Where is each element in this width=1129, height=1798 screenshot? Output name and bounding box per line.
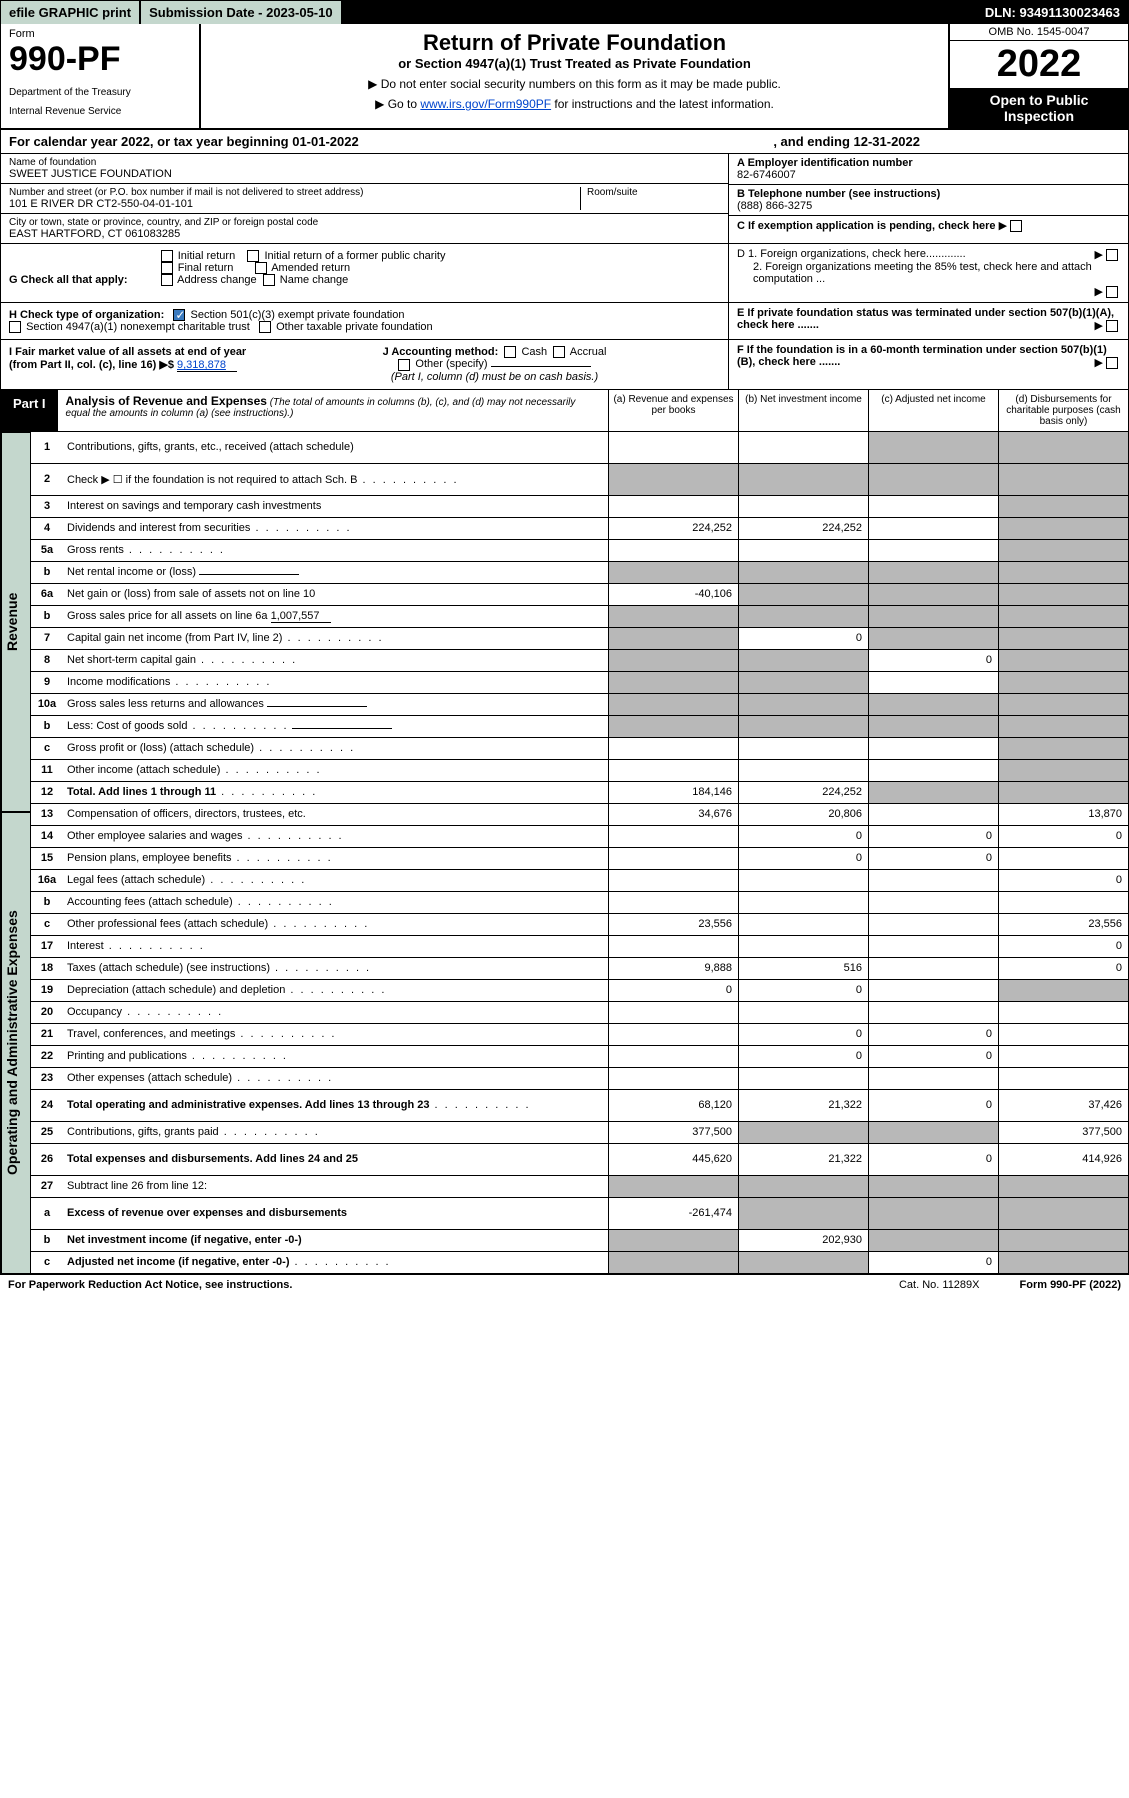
table-row: cGross profit or (loss) (attach schedule…	[31, 738, 1128, 760]
table-row: 27Subtract line 26 from line 12:	[31, 1176, 1128, 1198]
col-b-header: (b) Net investment income	[738, 390, 868, 431]
amended-return-checkbox[interactable]	[255, 262, 267, 274]
address-change-checkbox[interactable]	[161, 274, 173, 286]
open-inspection: Open to Public Inspection	[950, 88, 1128, 128]
dept-label: Department of the Treasury	[9, 87, 191, 98]
form-label: Form	[9, 28, 191, 40]
expenses-label: Operating and Administrative Expenses	[1, 812, 31, 1274]
ein-value: 82-6746007	[737, 169, 796, 181]
city-value: EAST HARTFORD, CT 061083285	[9, 228, 720, 240]
part1-header: Part I Analysis of Revenue and Expenses …	[1, 390, 1128, 432]
table-row: 23Other expenses (attach schedule)	[31, 1068, 1128, 1090]
cash-checkbox[interactable]	[504, 346, 516, 358]
phone-value: (888) 866-3275	[737, 200, 812, 212]
other-taxable-checkbox[interactable]	[259, 321, 271, 333]
table-row: aExcess of revenue over expenses and dis…	[31, 1198, 1128, 1230]
table-row: bNet investment income (if negative, ent…	[31, 1230, 1128, 1252]
note-2: ▶ Go to www.irs.gov/Form990PF for instru…	[207, 97, 942, 111]
top-bar: efile GRAPHIC print Submission Date - 20…	[1, 1, 1128, 24]
identification-block: Name of foundation SWEET JUSTICE FOUNDAT…	[1, 154, 1128, 244]
table-row: 14Other employee salaries and wages000	[31, 826, 1128, 848]
ein-label: A Employer identification number	[737, 157, 913, 169]
address: 101 E RIVER DR CT2-550-04-01-101	[9, 198, 580, 210]
col-d-header: (d) Disbursements for charitable purpose…	[998, 390, 1128, 431]
table-row: 3Interest on savings and temporary cash …	[31, 496, 1128, 518]
table-row: 10aGross sales less returns and allowanc…	[31, 694, 1128, 716]
accrual-checkbox[interactable]	[553, 346, 565, 358]
table-row: 15Pension plans, employee benefits00	[31, 848, 1128, 870]
table-row: 2Check ▶ ☐ if the foundation is not requ…	[31, 464, 1128, 496]
table-row: bAccounting fees (attach schedule)	[31, 892, 1128, 914]
page-footer: For Paperwork Reduction Act Notice, see …	[0, 1275, 1129, 1295]
table-row: 5aGross rents	[31, 540, 1128, 562]
phone-label: B Telephone number (see instructions)	[737, 188, 940, 200]
table-row: 21Travel, conferences, and meetings00	[31, 1024, 1128, 1046]
table-row: 4Dividends and interest from securities2…	[31, 518, 1128, 540]
name-change-checkbox[interactable]	[263, 274, 275, 286]
efile-label: efile GRAPHIC print	[1, 1, 141, 24]
room-label: Room/suite	[587, 187, 720, 198]
form-link[interactable]: www.irs.gov/Form990PF	[420, 97, 551, 111]
table-row: 22Printing and publications00	[31, 1046, 1128, 1068]
table-row: 17Interest0	[31, 936, 1128, 958]
501c3-checkbox[interactable]	[173, 309, 185, 321]
table-row: cAdjusted net income (if negative, enter…	[31, 1252, 1128, 1274]
table-row: bGross sales price for all assets on lin…	[31, 606, 1128, 628]
form-number: 990-PF	[9, 40, 191, 79]
final-return-checkbox[interactable]	[161, 262, 173, 274]
check-section-ij: I Fair market value of all assets at end…	[1, 340, 1128, 389]
table-row: 26Total expenses and disbursements. Add …	[31, 1144, 1128, 1176]
e-checkbox[interactable]	[1106, 320, 1118, 332]
name-label: Name of foundation	[9, 157, 720, 168]
form-header: Form 990-PF Department of the Treasury I…	[1, 24, 1128, 130]
addr-label: Number and street (or P.O. box number if…	[9, 187, 580, 198]
part1-table: Revenue Operating and Administrative Exp…	[1, 432, 1128, 1274]
note-1: ▶ Do not enter social security numbers o…	[207, 77, 942, 91]
table-row: cOther professional fees (attach schedul…	[31, 914, 1128, 936]
exemption-label: C If exemption application is pending, c…	[737, 220, 996, 232]
check-section-h: H Check type of organization: Section 50…	[1, 303, 1128, 340]
table-row: 12Total. Add lines 1 through 11184,14622…	[31, 782, 1128, 804]
table-row: 25Contributions, gifts, grants paid377,5…	[31, 1122, 1128, 1144]
table-row: 7Capital gain net income (from Part IV, …	[31, 628, 1128, 650]
dln-label: DLN: 93491130023463	[977, 1, 1128, 24]
table-row: 13Compensation of officers, directors, t…	[31, 804, 1128, 826]
form-subtitle: or Section 4947(a)(1) Trust Treated as P…	[207, 56, 942, 71]
table-row: 24Total operating and administrative exp…	[31, 1090, 1128, 1122]
table-row: 19Depreciation (attach schedule) and dep…	[31, 980, 1128, 1002]
f-checkbox[interactable]	[1106, 357, 1118, 369]
col-a-header: (a) Revenue and expenses per books	[608, 390, 738, 431]
table-row: 16aLegal fees (attach schedule)0	[31, 870, 1128, 892]
col-c-header: (c) Adjusted net income	[868, 390, 998, 431]
fmv-link[interactable]: 9,318,878	[177, 359, 237, 372]
table-row: bNet rental income or (loss)	[31, 562, 1128, 584]
irs-label: Internal Revenue Service	[9, 106, 191, 117]
check-section-g: G Check all that apply: Initial return I…	[1, 244, 1128, 303]
omb-number: OMB No. 1545-0047	[950, 24, 1128, 41]
calendar-year-row: For calendar year 2022, or tax year begi…	[1, 130, 1128, 154]
city-label: City or town, state or province, country…	[9, 217, 720, 228]
tax-year: 2022	[950, 41, 1128, 88]
table-row: 1Contributions, gifts, grants, etc., rec…	[31, 432, 1128, 464]
exemption-checkbox[interactable]	[1010, 220, 1022, 232]
table-row: 6aNet gain or (loss) from sale of assets…	[31, 584, 1128, 606]
d1-checkbox[interactable]	[1106, 249, 1118, 261]
foundation-name: SWEET JUSTICE FOUNDATION	[9, 168, 720, 180]
initial-former-checkbox[interactable]	[247, 250, 259, 262]
table-row: 18Taxes (attach schedule) (see instructi…	[31, 958, 1128, 980]
other-method-checkbox[interactable]	[398, 359, 410, 371]
revenue-label: Revenue	[1, 432, 31, 812]
submission-date: Submission Date - 2023-05-10	[141, 1, 343, 24]
table-row: 9Income modifications	[31, 672, 1128, 694]
form-title: Return of Private Foundation	[207, 30, 942, 56]
table-row: bLess: Cost of goods sold	[31, 716, 1128, 738]
table-row: 11Other income (attach schedule)	[31, 760, 1128, 782]
4947-checkbox[interactable]	[9, 321, 21, 333]
initial-return-checkbox[interactable]	[161, 250, 173, 262]
table-row: 20Occupancy	[31, 1002, 1128, 1024]
part1-tab: Part I	[1, 390, 58, 431]
table-row: 8Net short-term capital gain0	[31, 650, 1128, 672]
d2-checkbox[interactable]	[1106, 286, 1118, 298]
